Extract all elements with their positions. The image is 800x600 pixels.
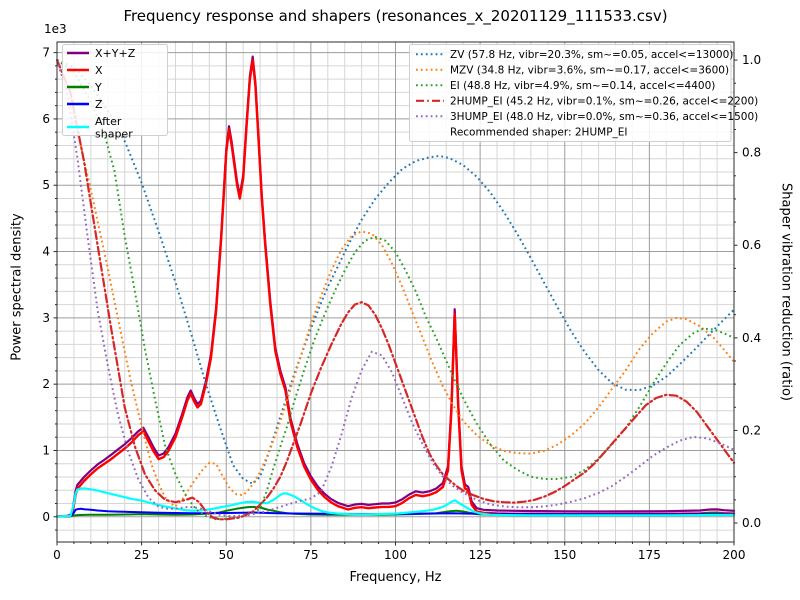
legend-label: 2HUMP_EI (45.2 Hz, vibr=0.1%, sm~=0.26, … <box>450 95 758 107</box>
series-2hump-ei <box>55 59 736 521</box>
y-left-tick-label: 6 <box>42 112 50 126</box>
legend-right: ZV (57.8 Hz, vibr=20.3%, sm~=0.05, accel… <box>409 44 758 142</box>
series-after-shaper <box>55 487 736 518</box>
y-right-tick-label: 0.4 <box>742 331 761 345</box>
y-right-tick-label: 1.0 <box>742 53 761 67</box>
y-axis-offset-label: 1e3 <box>44 22 67 36</box>
legend-label: After <box>95 115 122 128</box>
y-right-tick-label: 0.6 <box>742 238 761 252</box>
x-tick-label: 25 <box>134 548 149 562</box>
x-tick-label: 125 <box>469 548 492 562</box>
legend-label: X <box>95 64 103 77</box>
y-left-tick-label: 5 <box>42 178 50 192</box>
series-mzv <box>56 59 735 508</box>
y-right-tick-label: 0.2 <box>742 423 761 437</box>
legend-label: Y <box>94 81 102 94</box>
chart-title: Frequency response and shapers (resonanc… <box>123 7 668 25</box>
x-tick-label: 200 <box>723 548 746 562</box>
x-axis-label: Frequency, Hz <box>349 570 442 585</box>
legend-label: 3HUMP_EI (48.0 Hz, vibr=0.0%, sm~=0.36, … <box>450 111 758 123</box>
y-left-tick-labels: 0 1 2 3 4 5 6 7 <box>42 46 50 524</box>
x-tick-label: 0 <box>53 548 61 562</box>
legend-label: shaper <box>95 128 133 141</box>
y-right-tick-labels: 0.0 0.2 0.4 0.6 0.8 1.0 <box>742 53 761 530</box>
x-tick-label: 100 <box>384 548 407 562</box>
series-ei <box>56 59 735 521</box>
y-left-tick-label: 7 <box>42 46 50 60</box>
x-tick-labels: 0 25 50 75 100 125 150 175 200 <box>53 548 745 562</box>
x-tick-label: 175 <box>638 548 661 562</box>
series-zv <box>56 59 735 485</box>
x-tick-label: 50 <box>219 548 234 562</box>
x-tick-label: 75 <box>303 548 318 562</box>
y-right-tick-label: 0.0 <box>742 516 761 530</box>
y-left-tick-label: 3 <box>42 311 50 325</box>
legend-label: MZV (34.8 Hz, vibr=3.6%, sm~=0.17, accel… <box>450 64 729 76</box>
legend-label: EI (48.8 Hz, vibr=4.9%, sm~=0.14, accel<… <box>450 80 715 92</box>
y-left-tick-label: 0 <box>42 510 50 524</box>
recommended-shaper-note: Recommended shaper: 2HUMP_EI <box>450 126 628 138</box>
axis-ticks <box>53 52 738 546</box>
series-x <box>55 58 736 518</box>
legend-left-frame <box>62 44 168 136</box>
legend-right-frame <box>409 44 732 142</box>
legend-label: ZV (57.8 Hz, vibr=20.3%, sm~=0.05, accel… <box>450 49 733 61</box>
legend-label: X+Y+Z <box>95 47 136 60</box>
y-left-tick-label: 2 <box>42 377 50 391</box>
series-3hump-ei <box>56 59 735 518</box>
y-left-tick-label: 4 <box>42 245 50 259</box>
y-left-tick-label: 1 <box>42 443 50 457</box>
y-right-tick-label: 0.8 <box>742 146 761 160</box>
legend-label: Z <box>95 98 103 111</box>
x-tick-label: 150 <box>553 548 576 562</box>
shaper-series <box>55 59 736 521</box>
